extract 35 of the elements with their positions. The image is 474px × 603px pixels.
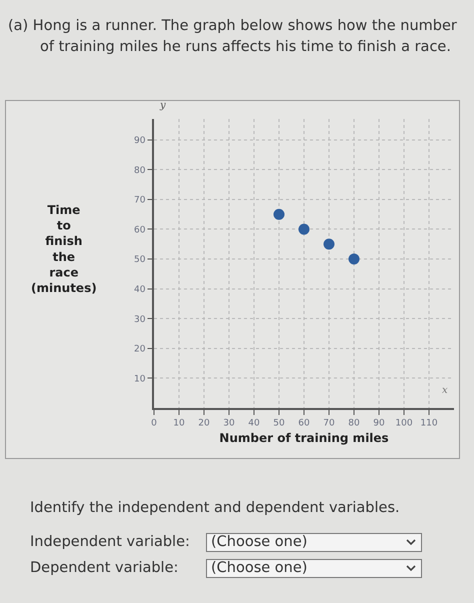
y-tick-label: 30: [134, 314, 146, 325]
x-tick-label: 60: [298, 418, 310, 429]
point: [298, 224, 310, 235]
y-tick-label: 10: [134, 374, 146, 384]
y-tick-label: 20: [134, 344, 146, 355]
x-tick-label: 70: [323, 418, 335, 429]
text: Dependent variable:: [30, 560, 178, 576]
chart-title: (a) Hong is a runner. The graph below shows how the number of training miles he runs affects his time to finish a race.: [8, 17, 458, 57]
y-tick-label: 50: [134, 255, 146, 266]
x-tick-label: 30: [223, 418, 235, 429]
annotation: x: [442, 385, 448, 396]
y-tick-label: 90: [134, 136, 146, 146]
x-tick-label: 50: [273, 418, 285, 429]
y-tick-label: 40: [134, 284, 146, 295]
dropdown-field: (Choose one): [206, 533, 422, 552]
x-tick-label: 40: [248, 418, 260, 429]
y-axis-title: Time to finish the race (minutes): [31, 203, 97, 295]
x-axis-title: Number of training miles: [219, 430, 389, 445]
x-tick-label: 10: [173, 418, 185, 429]
y-tick-label: 70: [134, 196, 146, 206]
text: Independent variable:: [30, 534, 190, 550]
text: y: [159, 100, 166, 111]
x-tick-label: 110: [420, 418, 438, 429]
x-tick-label: 90: [373, 418, 385, 429]
y-tick-label: 60: [134, 225, 146, 236]
x-tick-label: 20: [198, 418, 210, 429]
point: [324, 238, 334, 250]
point: [274, 208, 284, 220]
x-tick-label: 0: [151, 418, 158, 429]
text: Identify the independent and dependent variables.: [30, 500, 400, 516]
dropdown-field: (Choose one): [206, 559, 422, 578]
y-tick-label: 80: [134, 166, 146, 176]
x-tick-label: 80: [348, 418, 360, 429]
x-tick-label: 100: [395, 418, 413, 429]
point: [348, 254, 360, 265]
